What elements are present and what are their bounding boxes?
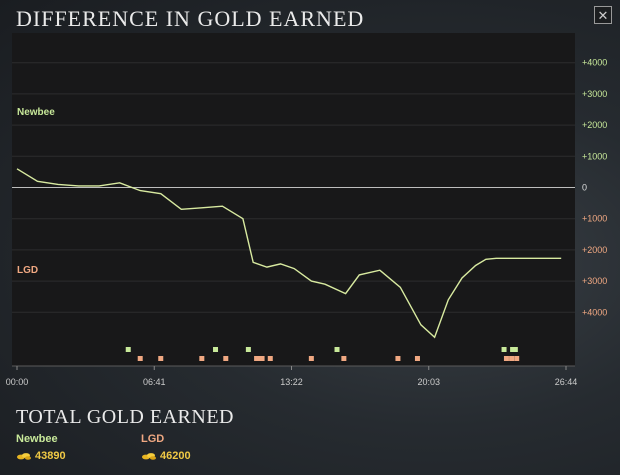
- total-gold-title: TOTAL GOLD EARNED: [16, 406, 234, 428]
- team-b-label: LGD: [17, 265, 38, 276]
- x-axis-ticks: 00:00 06:41 13:22 20:03 26:44: [6, 366, 578, 387]
- x-tick-label: 00:00: [6, 377, 29, 387]
- team-b-event-marker: [503, 356, 509, 361]
- team-b-total-name: LGD: [141, 433, 165, 445]
- gold-coins-icon: [142, 453, 156, 460]
- window-title: DIFFERENCE IN GOLD EARNED: [16, 6, 365, 31]
- team-b-event-marker: [267, 356, 273, 361]
- x-tick-label: 06:41: [143, 377, 166, 387]
- gold-coins-icon: [17, 453, 31, 460]
- team-b-event-marker: [341, 356, 347, 361]
- team-a-event-marker: [510, 347, 516, 352]
- y-tick-label: +3000: [582, 89, 607, 99]
- chart-plot-area: [12, 33, 575, 366]
- y-tick-label: +1000: [582, 151, 607, 161]
- team-b-event-marker: [509, 356, 515, 361]
- x-tick-label: 20:03: [417, 377, 440, 387]
- team-a-event-marker: [334, 347, 340, 352]
- x-tick-label: 13:22: [280, 377, 303, 387]
- team-b-event-marker: [259, 356, 265, 361]
- team-b-event-marker: [255, 356, 261, 361]
- close-button[interactable]: ✕: [594, 6, 612, 24]
- y-tick-label: +1000: [582, 214, 607, 224]
- team-b-total-amount: 46200: [160, 450, 191, 462]
- gold-difference-line: [16, 168, 562, 339]
- team-a-event-marker: [213, 347, 219, 352]
- team-a-event-marker: [125, 347, 131, 352]
- team-b-event-marker: [514, 356, 520, 361]
- event-markers: [125, 347, 520, 361]
- y-tick-label: +3000: [582, 276, 607, 286]
- team-a-event-marker: [501, 347, 507, 352]
- y-tick-label: +4000: [582, 58, 607, 68]
- team-a-total-name: Newbee: [16, 433, 58, 445]
- y-tick-label: +4000: [582, 307, 607, 317]
- chart-gridlines: [12, 62, 575, 313]
- x-tick-label: 26:44: [555, 377, 578, 387]
- team-b-event-marker: [199, 356, 205, 361]
- team-b-total: LGD 46200: [141, 433, 191, 462]
- team-a-total-amount: 43890: [35, 450, 66, 462]
- team-b-event-marker: [137, 356, 143, 361]
- team-a-label: Newbee: [17, 107, 55, 118]
- team-a-total: Newbee 43890: [16, 433, 66, 462]
- team-a-event-marker: [245, 347, 251, 352]
- team-b-event-marker: [308, 356, 314, 361]
- team-b-event-marker: [414, 356, 420, 361]
- gold-difference-chart: 00:00 06:41 13:22 20:03 26:44 +4000 +3000 +200…: [6, 33, 607, 387]
- team-b-event-marker: [395, 356, 401, 361]
- y-tick-label: +2000: [582, 120, 607, 130]
- team-b-event-marker: [223, 356, 229, 361]
- y-tick-label: +2000: [582, 245, 607, 255]
- team-a-event-marker: [512, 347, 518, 352]
- team-b-event-marker: [158, 356, 164, 361]
- close-icon: ✕: [597, 8, 609, 23]
- y-tick-label: 0: [582, 183, 587, 193]
- y-axis-ticks: +4000 +3000 +2000 +1000 0 +1000 +2000 +3000 +400…: [582, 58, 607, 318]
